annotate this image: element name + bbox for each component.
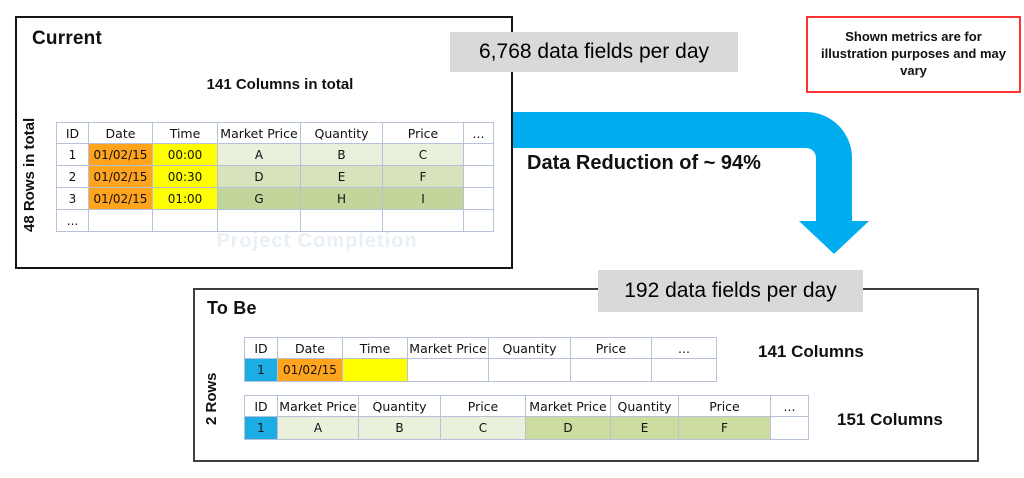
table-row: ...	[56, 209, 494, 232]
table-cell: D	[525, 416, 611, 440]
table-cell	[651, 358, 717, 382]
tobe-panel: To Be 2 Rows ID Date Time Market Price Quant…	[193, 288, 979, 462]
table-cell: E	[300, 165, 383, 188]
current-data-table: ID Date Time Market Price Quantity Price... 1…	[56, 122, 494, 232]
table-cell: ...	[56, 209, 89, 232]
column-header: Quantity	[610, 395, 679, 417]
table-cell: B	[358, 416, 441, 440]
table-cell: 01/02/15	[88, 187, 153, 210]
table-cell: 2	[56, 165, 89, 188]
table-header-row: ID Market Price Quantity Price Market Price Q…	[244, 395, 809, 417]
table-row: 1 01/02/15	[244, 358, 717, 382]
data-reduction-label: Data Reduction of ~ 94%	[527, 152, 761, 174]
table-cell: H	[300, 187, 383, 210]
table-cell: 01/02/15	[277, 358, 343, 382]
column-header: Market Price	[277, 395, 359, 417]
table-cell: B	[300, 143, 383, 166]
column-header: Quantity	[300, 122, 383, 144]
column-header: Price	[440, 395, 526, 417]
column-header: ...	[651, 337, 717, 359]
column-header: Time	[152, 122, 218, 144]
current-rows-total-label: 48 Rows in total	[21, 117, 38, 233]
column-header: ...	[463, 122, 494, 144]
table-cell: 00:00	[152, 143, 218, 166]
table-row: 1 01/02/15 00:00 A B C	[56, 143, 494, 166]
column-header: Date	[88, 122, 153, 144]
table-cell: 01/02/15	[88, 143, 153, 166]
watermark-text: Project Completion	[216, 230, 418, 252]
table-cell	[463, 165, 494, 188]
table-cell	[342, 358, 408, 382]
table-cell: 01/02/15	[88, 165, 153, 188]
table-cell: D	[217, 165, 301, 188]
table-cell: E	[610, 416, 679, 440]
disclaimer-box: Shown metrics are for illustration purpo…	[806, 16, 1021, 93]
table-cell	[217, 209, 301, 232]
column-header: ID	[56, 122, 89, 144]
tobe-data-table-2: ID Market Price Quantity Price Market Price Q…	[244, 395, 809, 440]
current-fields-label: 6,768 data fields per day	[450, 32, 738, 72]
tobe-data-table-1: ID Date Time Market Price Quantity Price... 1…	[244, 337, 717, 382]
tobe-panel-title: To Be	[207, 298, 257, 318]
current-panel-title: Current	[32, 28, 103, 49]
table-cell: 00:30	[152, 165, 218, 188]
table-cell	[770, 416, 809, 440]
table-cell	[463, 143, 494, 166]
table-header-row: ID Date Time Market Price Quantity Price...	[56, 122, 494, 144]
disclaimer-text: Shown metrics are for illustration purpo…	[821, 29, 1006, 78]
table-cell: 1	[244, 416, 278, 440]
tobe-table1-count-label: 141 Columns	[758, 342, 864, 361]
table-cell	[88, 209, 153, 232]
table-cell: G	[217, 187, 301, 210]
table-cell: 3	[56, 187, 89, 210]
table-cell	[152, 209, 218, 232]
table-cell: F	[678, 416, 771, 440]
table-header-row: ID Date Time Market Price Quantity Price...	[244, 337, 717, 359]
reduction-arrow-path	[513, 112, 869, 254]
table-cell: A	[217, 143, 301, 166]
table-cell	[488, 358, 571, 382]
column-header: ID	[244, 395, 278, 417]
table-cell	[463, 187, 494, 210]
table-cell: 1	[56, 143, 89, 166]
table-cell: C	[440, 416, 526, 440]
column-header: Quantity	[358, 395, 441, 417]
current-columns-total-label: 141 Columns in total	[206, 76, 354, 93]
column-header: Time	[342, 337, 408, 359]
table-cell: A	[277, 416, 359, 440]
column-header: Price	[382, 122, 464, 144]
table-cell: 01:00	[152, 187, 218, 210]
table-cell	[382, 209, 464, 232]
tobe-table2-count-label: 151 Columns	[837, 410, 943, 429]
column-header: Market Price	[407, 337, 489, 359]
table-cell: I	[382, 187, 464, 210]
column-header: Market Price	[525, 395, 611, 417]
table-cell	[407, 358, 489, 382]
column-header: Price	[678, 395, 771, 417]
column-header: ID	[244, 337, 278, 359]
column-header: Price	[570, 337, 652, 359]
table-row: 2 01/02/15 00:30 D E F	[56, 165, 494, 188]
column-header: Quantity	[488, 337, 571, 359]
table-cell	[463, 209, 494, 232]
column-header: ...	[770, 395, 809, 417]
table-row: 3 01/02/15 01:00 G H I	[56, 187, 494, 210]
table-cell: 1	[244, 358, 278, 382]
tobe-fields-label: 192 data fields per day	[598, 270, 863, 312]
table-cell	[570, 358, 652, 382]
column-header: Market Price	[217, 122, 301, 144]
table-cell: C	[382, 143, 464, 166]
current-panel: Current 141 Columns in total 48 Rows in …	[15, 16, 513, 269]
table-cell: F	[382, 165, 464, 188]
table-cell	[300, 209, 383, 232]
tobe-rows-label: 2 Rows	[203, 372, 220, 426]
column-header: Date	[277, 337, 343, 359]
